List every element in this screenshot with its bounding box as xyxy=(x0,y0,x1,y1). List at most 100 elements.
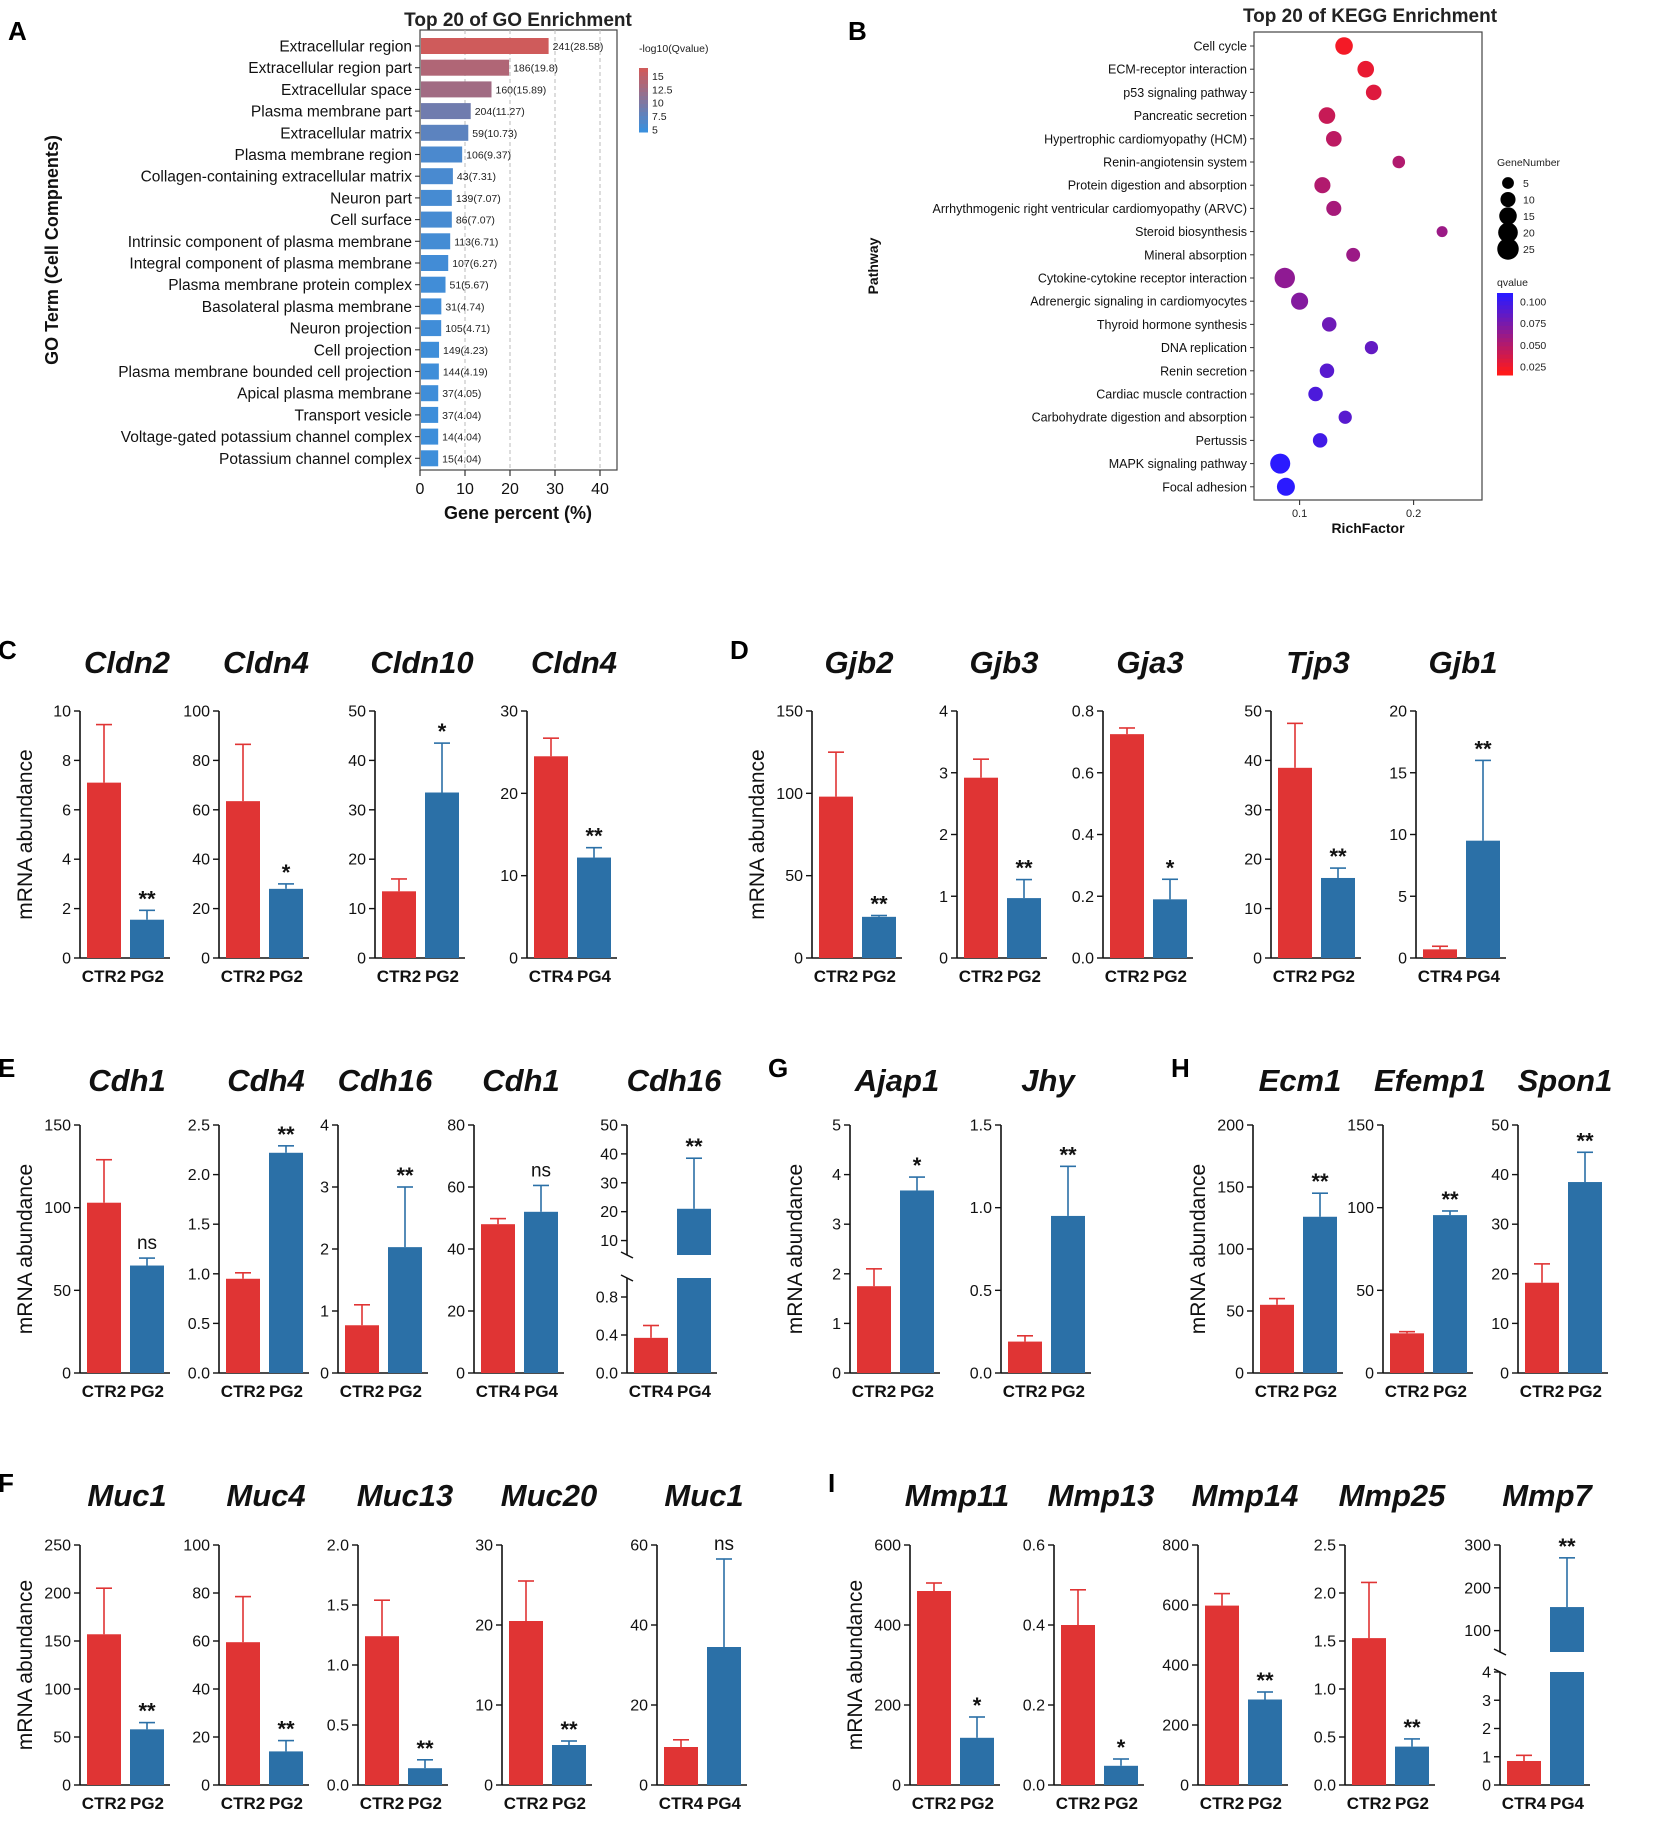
significance-marker: * xyxy=(973,1693,982,1718)
y-tick-label: 2 xyxy=(832,1266,841,1283)
size-legend-dot xyxy=(1497,238,1519,260)
y-tick-label: 0.8 xyxy=(596,1290,618,1307)
x-tick-label: 0 xyxy=(416,481,425,498)
category-label: CTR2 xyxy=(221,1382,265,1401)
pathway-bubble xyxy=(1325,130,1342,147)
category-label: CTR2 xyxy=(852,1382,896,1401)
y-tick-label: 3 xyxy=(939,765,948,782)
category-label: CTR4 xyxy=(659,1794,704,1813)
category-label: CTR2 xyxy=(959,967,1003,986)
y-tick-label: 2.0 xyxy=(188,1167,210,1184)
go-bar xyxy=(421,320,442,337)
bar-ctr4 xyxy=(481,1224,515,1373)
category-label: PG2 xyxy=(1433,1382,1467,1401)
gene-title: Jhy xyxy=(1021,1063,1076,1098)
color-legend-step xyxy=(1497,342,1513,347)
bar-ctr2 xyxy=(1352,1638,1386,1785)
pathway-bubble xyxy=(1364,340,1379,355)
y-tick-label: 10 xyxy=(1244,901,1262,918)
significance-marker: ** xyxy=(396,1163,414,1188)
panel-label: B xyxy=(848,16,867,46)
y-tick-label: 20 xyxy=(475,1618,493,1635)
bar-value-label: 43(7.31) xyxy=(457,171,496,183)
plot-frame xyxy=(419,29,618,471)
y-tick-label: 2.0 xyxy=(1314,1586,1336,1603)
go-bar xyxy=(421,428,439,445)
y-tick-label: 0.2 xyxy=(1072,889,1094,906)
y-tick-label: 1 xyxy=(939,889,948,906)
gene-title: Mmp13 xyxy=(1048,1478,1155,1513)
y-tick-label: 4 xyxy=(62,852,71,869)
y-tick-label: 80 xyxy=(447,1118,465,1135)
bar-value-label: 51(5.67) xyxy=(450,280,489,292)
bar-pg2 xyxy=(269,1751,303,1785)
y-tick-label: 5 xyxy=(832,1118,841,1135)
y-tick-label: 0.5 xyxy=(188,1316,210,1333)
go-term-label: Voltage-gated potassium channel complex xyxy=(121,429,412,446)
y-tick-label: 1.0 xyxy=(327,1658,349,1675)
panel-label: A xyxy=(8,16,27,46)
y-tick-label: 0.6 xyxy=(1023,1538,1045,1555)
y-tick-label: 0.4 xyxy=(1072,827,1094,844)
bar-pg4-lower xyxy=(1550,1672,1584,1785)
color-legend-step xyxy=(1497,358,1513,364)
pathway-bubble xyxy=(1346,247,1361,262)
category-label: PG2 xyxy=(900,1382,934,1401)
y-tick-label: 60 xyxy=(447,1180,465,1197)
legend-gradient-step xyxy=(639,104,648,109)
go-term-label: Collagen-containing extracellular matrix xyxy=(141,169,413,186)
chart-D1: Gjb2 0 50 100 150 CTR2 PG2 ** mRNA abundance D xyxy=(730,635,902,986)
pathway-label: Renin-angiotensin system xyxy=(1103,156,1247,170)
category-label: PG2 xyxy=(1051,1382,1085,1401)
legend-gradient-step xyxy=(639,116,648,121)
color-legend-step xyxy=(1497,370,1513,376)
significance-marker: ** xyxy=(1329,844,1347,869)
y-tick-label: 80 xyxy=(192,1586,210,1603)
go-bar xyxy=(421,189,452,206)
bar-value-label: 113(6.71) xyxy=(454,236,498,248)
bar-value-label: 86(7.07) xyxy=(456,215,495,227)
category-label: PG2 xyxy=(130,1382,164,1401)
y-tick-label: 0 xyxy=(832,1366,841,1383)
gene-title: Cdh16 xyxy=(627,1063,723,1098)
panel-label: H xyxy=(1171,1053,1190,1083)
bar-pg4 xyxy=(707,1647,741,1785)
y-axis-label: mRNA abundance xyxy=(14,749,37,919)
pathway-bubble xyxy=(1392,155,1406,169)
legend-title: -log10(Qvalue) xyxy=(639,43,708,55)
bar-value-label: 149(4.23) xyxy=(443,345,488,357)
go-term-label: Apical plasma membrane xyxy=(237,386,412,403)
y-tick-label: 10 xyxy=(1389,827,1407,844)
bar-ctr4 xyxy=(634,1337,668,1373)
go-bar xyxy=(421,81,492,98)
color-legend-step xyxy=(1497,297,1513,302)
significance-marker: ** xyxy=(138,886,156,911)
y-tick-label: 40 xyxy=(630,1618,648,1635)
y-tick-label: 60 xyxy=(192,802,210,819)
bar-pg4-upper xyxy=(677,1208,711,1255)
y-tick-label: 200 xyxy=(44,1586,71,1603)
bar-ctr2 xyxy=(1061,1625,1095,1785)
bar-ctr2 xyxy=(1110,734,1144,958)
y-tick-label: 0 xyxy=(62,951,71,968)
bar-ctr2 xyxy=(1525,1282,1559,1373)
bar-value-label: 37(4.04) xyxy=(442,410,481,422)
y-tick-label: 30 xyxy=(500,704,518,721)
go-term-label: Extracellular matrix xyxy=(280,125,412,142)
pathway-label: Arrhythmogenic right ventricular cardiom… xyxy=(933,202,1247,216)
chart-D5: Gjb1 0 5 10 15 20 CTR4 PG4 ** xyxy=(1389,645,1506,986)
y-tick-label: 8 xyxy=(62,753,71,770)
legend-gradient-step xyxy=(639,100,648,105)
legend-gradient-step xyxy=(639,76,648,81)
y-tick-label: 2 xyxy=(320,1242,329,1259)
y-tick-label: 600 xyxy=(1162,1598,1189,1615)
x-tick-label: 0.2 xyxy=(1406,508,1421,520)
gene-title: Mmp7 xyxy=(1502,1478,1593,1513)
bar-pg2 xyxy=(269,1152,303,1373)
chart-E2: Cdh4 0.0 0.5 1.0 1.5 2.0 2.5 CTR2 PG2 ** xyxy=(188,1063,309,1401)
bar-pg2 xyxy=(960,1737,994,1785)
y-tick-label: 50 xyxy=(785,868,803,885)
category-label: PG2 xyxy=(1007,967,1041,986)
bar-pg2 xyxy=(269,888,303,958)
